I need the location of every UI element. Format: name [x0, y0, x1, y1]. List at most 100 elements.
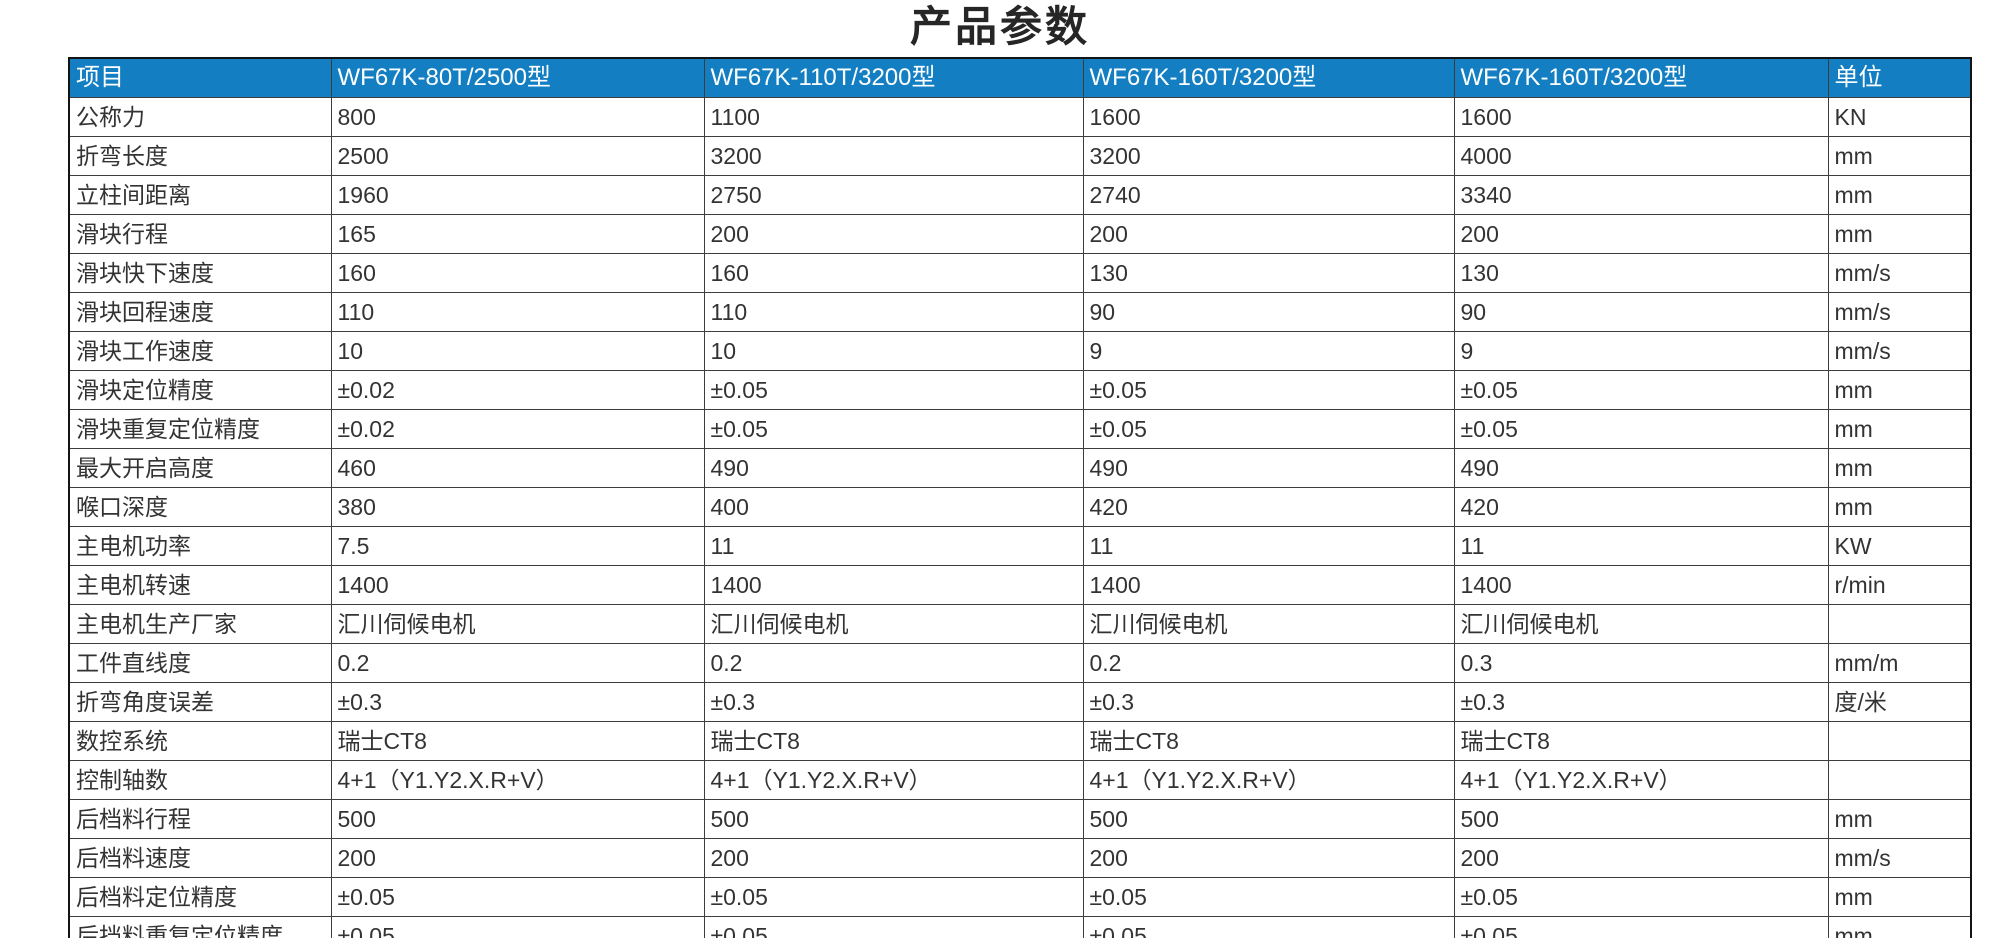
column-header-5: 单位	[1827, 57, 1972, 98]
unit-cell	[1827, 604, 1972, 644]
table-row: 后挡料重复定位精度 ±0.05 ±0.05 ±0.05 ±0.05 mm	[68, 916, 1972, 938]
unit-cell: mm/s	[1827, 838, 1972, 878]
value-cell-model-2: ±0.05	[703, 877, 1084, 917]
value-cell-model-2: ±0.3	[703, 682, 1084, 722]
value-cell-model-2: 490	[703, 448, 1084, 488]
value-cell-model-3: ±0.05	[1082, 916, 1455, 938]
value-cell-model-1: 800	[330, 97, 705, 137]
value-cell-model-4: 1600	[1453, 97, 1829, 137]
value-cell-model-2: ±0.05	[703, 409, 1084, 449]
table-row: 滑块重复定位精度 ±0.02 ±0.05 ±0.05 ±0.05 mm	[68, 409, 1972, 449]
value-cell-model-2: 瑞士CT8	[703, 721, 1084, 761]
table-row: 滑块行程 165 200 200 200 mm	[68, 214, 1972, 254]
value-cell-model-1: 380	[330, 487, 705, 527]
value-cell-model-3: ±0.05	[1082, 409, 1455, 449]
value-cell-model-2: 2750	[703, 175, 1084, 215]
value-cell-model-4: 1400	[1453, 565, 1829, 605]
value-cell-model-1: ±0.02	[330, 409, 705, 449]
row-label-cell: 主电机功率	[68, 526, 332, 566]
unit-cell	[1827, 721, 1972, 761]
unit-cell: mm	[1827, 370, 1972, 410]
table-row: 滑块工作速度 10 10 9 9 mm/s	[68, 331, 1972, 371]
unit-cell: mm	[1827, 214, 1972, 254]
value-cell-model-1: ±0.05	[330, 916, 705, 938]
row-label-cell: 滑块回程速度	[68, 292, 332, 332]
value-cell-model-1: 165	[330, 214, 705, 254]
table-row: 折弯长度 2500 3200 3200 4000 mm	[68, 136, 1972, 176]
value-cell-model-4: ±0.05	[1453, 916, 1829, 938]
value-cell-model-2: 500	[703, 799, 1084, 839]
row-label-cell: 后档料速度	[68, 838, 332, 878]
value-cell-model-4: 4000	[1453, 136, 1829, 176]
value-cell-model-4: 420	[1453, 487, 1829, 527]
value-cell-model-2: 汇川伺候电机	[703, 604, 1084, 644]
table-row: 数控系统 瑞士CT8 瑞士CT8 瑞士CT8 瑞士CT8	[68, 721, 1972, 761]
value-cell-model-3: ±0.05	[1082, 877, 1455, 917]
unit-cell: mm/s	[1827, 253, 1972, 293]
unit-cell: r/min	[1827, 565, 1972, 605]
value-cell-model-4: 瑞士CT8	[1453, 721, 1829, 761]
value-cell-model-2: ±0.05	[703, 370, 1084, 410]
column-header-1: WF67K-80T/2500型	[330, 57, 705, 98]
unit-cell: mm	[1827, 136, 1972, 176]
row-label-cell: 工件直线度	[68, 643, 332, 683]
value-cell-model-1: 500	[330, 799, 705, 839]
value-cell-model-2: 11	[703, 526, 1084, 566]
product-parameters-table: 项目 WF67K-80T/2500型 WF67K-110T/3200型 WF67K-1…	[68, 57, 1972, 938]
unit-cell: mm/s	[1827, 292, 1972, 332]
row-label-cell: 立柱间距离	[68, 175, 332, 215]
value-cell-model-1: 110	[330, 292, 705, 332]
table-row: 滑块定位精度 ±0.02 ±0.05 ±0.05 ±0.05 mm	[68, 370, 1972, 410]
value-cell-model-1: ±0.3	[330, 682, 705, 722]
table-row: 滑块回程速度 110 110 90 90 mm/s	[68, 292, 1972, 332]
row-label-cell: 滑块行程	[68, 214, 332, 254]
table-row: 立柱间距离 1960 2750 2740 3340 mm	[68, 175, 1972, 215]
value-cell-model-3: 4+1（Y1.Y2.X.R+V）	[1082, 760, 1455, 800]
unit-cell: 度/米	[1827, 682, 1972, 722]
value-cell-model-4: 490	[1453, 448, 1829, 488]
column-header-2: WF67K-110T/3200型	[703, 57, 1084, 98]
row-label-cell: 后档料定位精度	[68, 877, 332, 917]
value-cell-model-1: 4+1（Y1.Y2.X.R+V）	[330, 760, 705, 800]
value-cell-model-4: 3340	[1453, 175, 1829, 215]
value-cell-model-4: 11	[1453, 526, 1829, 566]
value-cell-model-3: 2740	[1082, 175, 1455, 215]
value-cell-model-1: 10	[330, 331, 705, 371]
page-title: 产品参数	[909, 3, 1090, 50]
value-cell-model-4: ±0.05	[1453, 370, 1829, 410]
unit-cell: mm	[1827, 175, 1972, 215]
table-row: 折弯角度误差 ±0.3 ±0.3 ±0.3 ±0.3 度/米	[68, 682, 1972, 722]
row-label-cell: 主电机生产厂家	[68, 604, 332, 644]
unit-cell	[1827, 760, 1972, 800]
value-cell-model-3: 90	[1082, 292, 1455, 332]
row-label-cell: 公称力	[68, 97, 332, 137]
value-cell-model-3: 200	[1082, 838, 1455, 878]
column-header-3: WF67K-160T/3200型	[1082, 57, 1455, 98]
value-cell-model-4: ±0.05	[1453, 409, 1829, 449]
row-label-cell: 数控系统	[68, 721, 332, 761]
table-row: 主电机生产厂家 汇川伺候电机 汇川伺候电机 汇川伺候电机 汇川伺候电机	[68, 604, 1972, 644]
value-cell-model-3: 500	[1082, 799, 1455, 839]
value-cell-model-1: 200	[330, 838, 705, 878]
value-cell-model-1: 7.5	[330, 526, 705, 566]
value-cell-model-1: 2500	[330, 136, 705, 176]
value-cell-model-4: ±0.05	[1453, 877, 1829, 917]
row-label-cell: 滑块重复定位精度	[68, 409, 332, 449]
value-cell-model-1: 瑞士CT8	[330, 721, 705, 761]
value-cell-model-2: 1100	[703, 97, 1084, 137]
value-cell-model-1: 160	[330, 253, 705, 293]
value-cell-model-4: 130	[1453, 253, 1829, 293]
unit-cell: mm	[1827, 877, 1972, 917]
unit-cell: mm/s	[1827, 331, 1972, 371]
value-cell-model-2: 200	[703, 838, 1084, 878]
value-cell-model-3: 130	[1082, 253, 1455, 293]
table-row: 控制轴数 4+1（Y1.Y2.X.R+V） 4+1（Y1.Y2.X.R+V） 4…	[68, 760, 1972, 800]
value-cell-model-2: 110	[703, 292, 1084, 332]
value-cell-model-3: 0.2	[1082, 643, 1455, 683]
value-cell-model-2: 200	[703, 214, 1084, 254]
row-label-cell: 后挡料重复定位精度	[68, 916, 332, 938]
value-cell-model-4: 9	[1453, 331, 1829, 371]
value-cell-model-1: ±0.05	[330, 877, 705, 917]
value-cell-model-3: 3200	[1082, 136, 1455, 176]
value-cell-model-4: ±0.3	[1453, 682, 1829, 722]
